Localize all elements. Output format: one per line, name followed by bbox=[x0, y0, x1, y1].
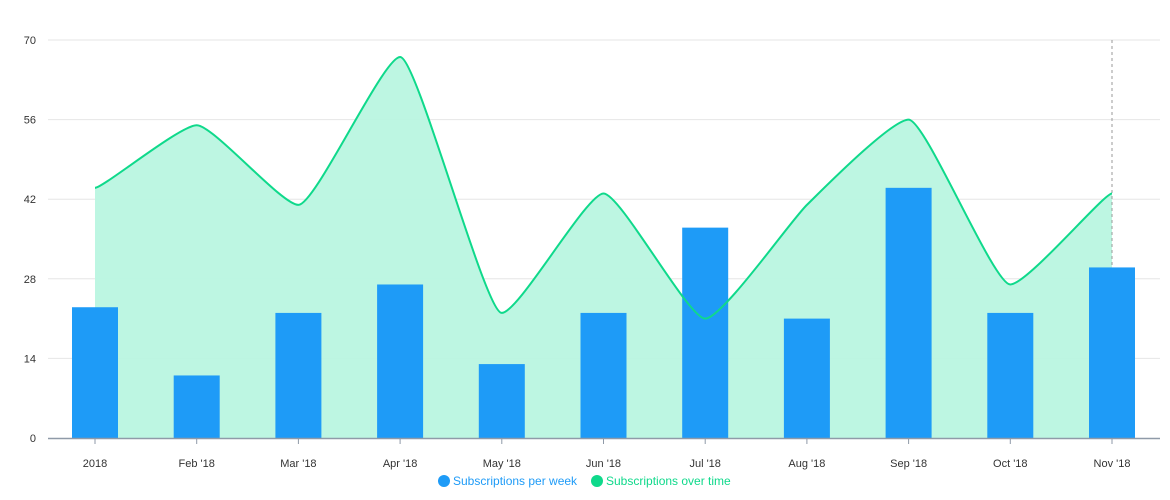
x-tick-label: Oct '18 bbox=[993, 458, 1028, 470]
legend-marker bbox=[591, 475, 603, 487]
bar-1 bbox=[173, 375, 220, 438]
x-tick-label: May '18 bbox=[483, 458, 521, 470]
x-tick-label: Jun '18 bbox=[586, 458, 621, 470]
y-tick-label: 14 bbox=[24, 353, 36, 365]
x-tick-label: 2018 bbox=[83, 458, 107, 470]
x-tick-label: Jul '18 bbox=[689, 458, 720, 470]
bar-6 bbox=[682, 227, 729, 438]
bar-9 bbox=[987, 312, 1034, 438]
bar-4 bbox=[478, 364, 525, 438]
bar-series-layer bbox=[72, 187, 1135, 438]
y-tick-label: 0 bbox=[30, 433, 36, 445]
bar-7 bbox=[783, 318, 830, 438]
bar-10 bbox=[1089, 267, 1135, 438]
bar-2 bbox=[275, 312, 322, 438]
area-fill-subscriptions-over-time bbox=[95, 57, 1112, 438]
x-tick-label: Apr '18 bbox=[383, 458, 418, 470]
line-subscriptions-over-time bbox=[94, 56, 1113, 320]
line-series-layer bbox=[94, 56, 1113, 320]
bar-8 bbox=[885, 187, 932, 438]
x-tick-label: Feb '18 bbox=[179, 458, 215, 470]
x-tick-label: Mar '18 bbox=[280, 458, 316, 470]
y-tick-label: 42 bbox=[24, 194, 36, 206]
legend: Subscriptions per week Subscriptions over… bbox=[438, 474, 731, 488]
legend-marker bbox=[438, 475, 450, 487]
legend-label: Subscriptions per week bbox=[453, 474, 578, 488]
legend-item-0: Subscriptions per week bbox=[438, 474, 578, 488]
bar-0 bbox=[72, 307, 118, 438]
legend-label: Subscriptions over time bbox=[606, 474, 731, 488]
axes: 0 14 28 42 56 70 2018 Feb '18 Mar '18 Apr '18 May … bbox=[24, 35, 1160, 470]
y-tick-label: 56 bbox=[24, 115, 36, 127]
bar-3 bbox=[377, 284, 424, 438]
bar-5 bbox=[580, 312, 627, 438]
x-tick-label: Aug '18 bbox=[788, 458, 825, 470]
y-tick-label: 70 bbox=[24, 35, 36, 47]
y-tick-label: 28 bbox=[24, 274, 36, 286]
legend-item-1: Subscriptions over time bbox=[591, 474, 731, 488]
x-tick-label: Nov '18 bbox=[1094, 458, 1131, 470]
x-tick-label: Sep '18 bbox=[890, 458, 927, 470]
